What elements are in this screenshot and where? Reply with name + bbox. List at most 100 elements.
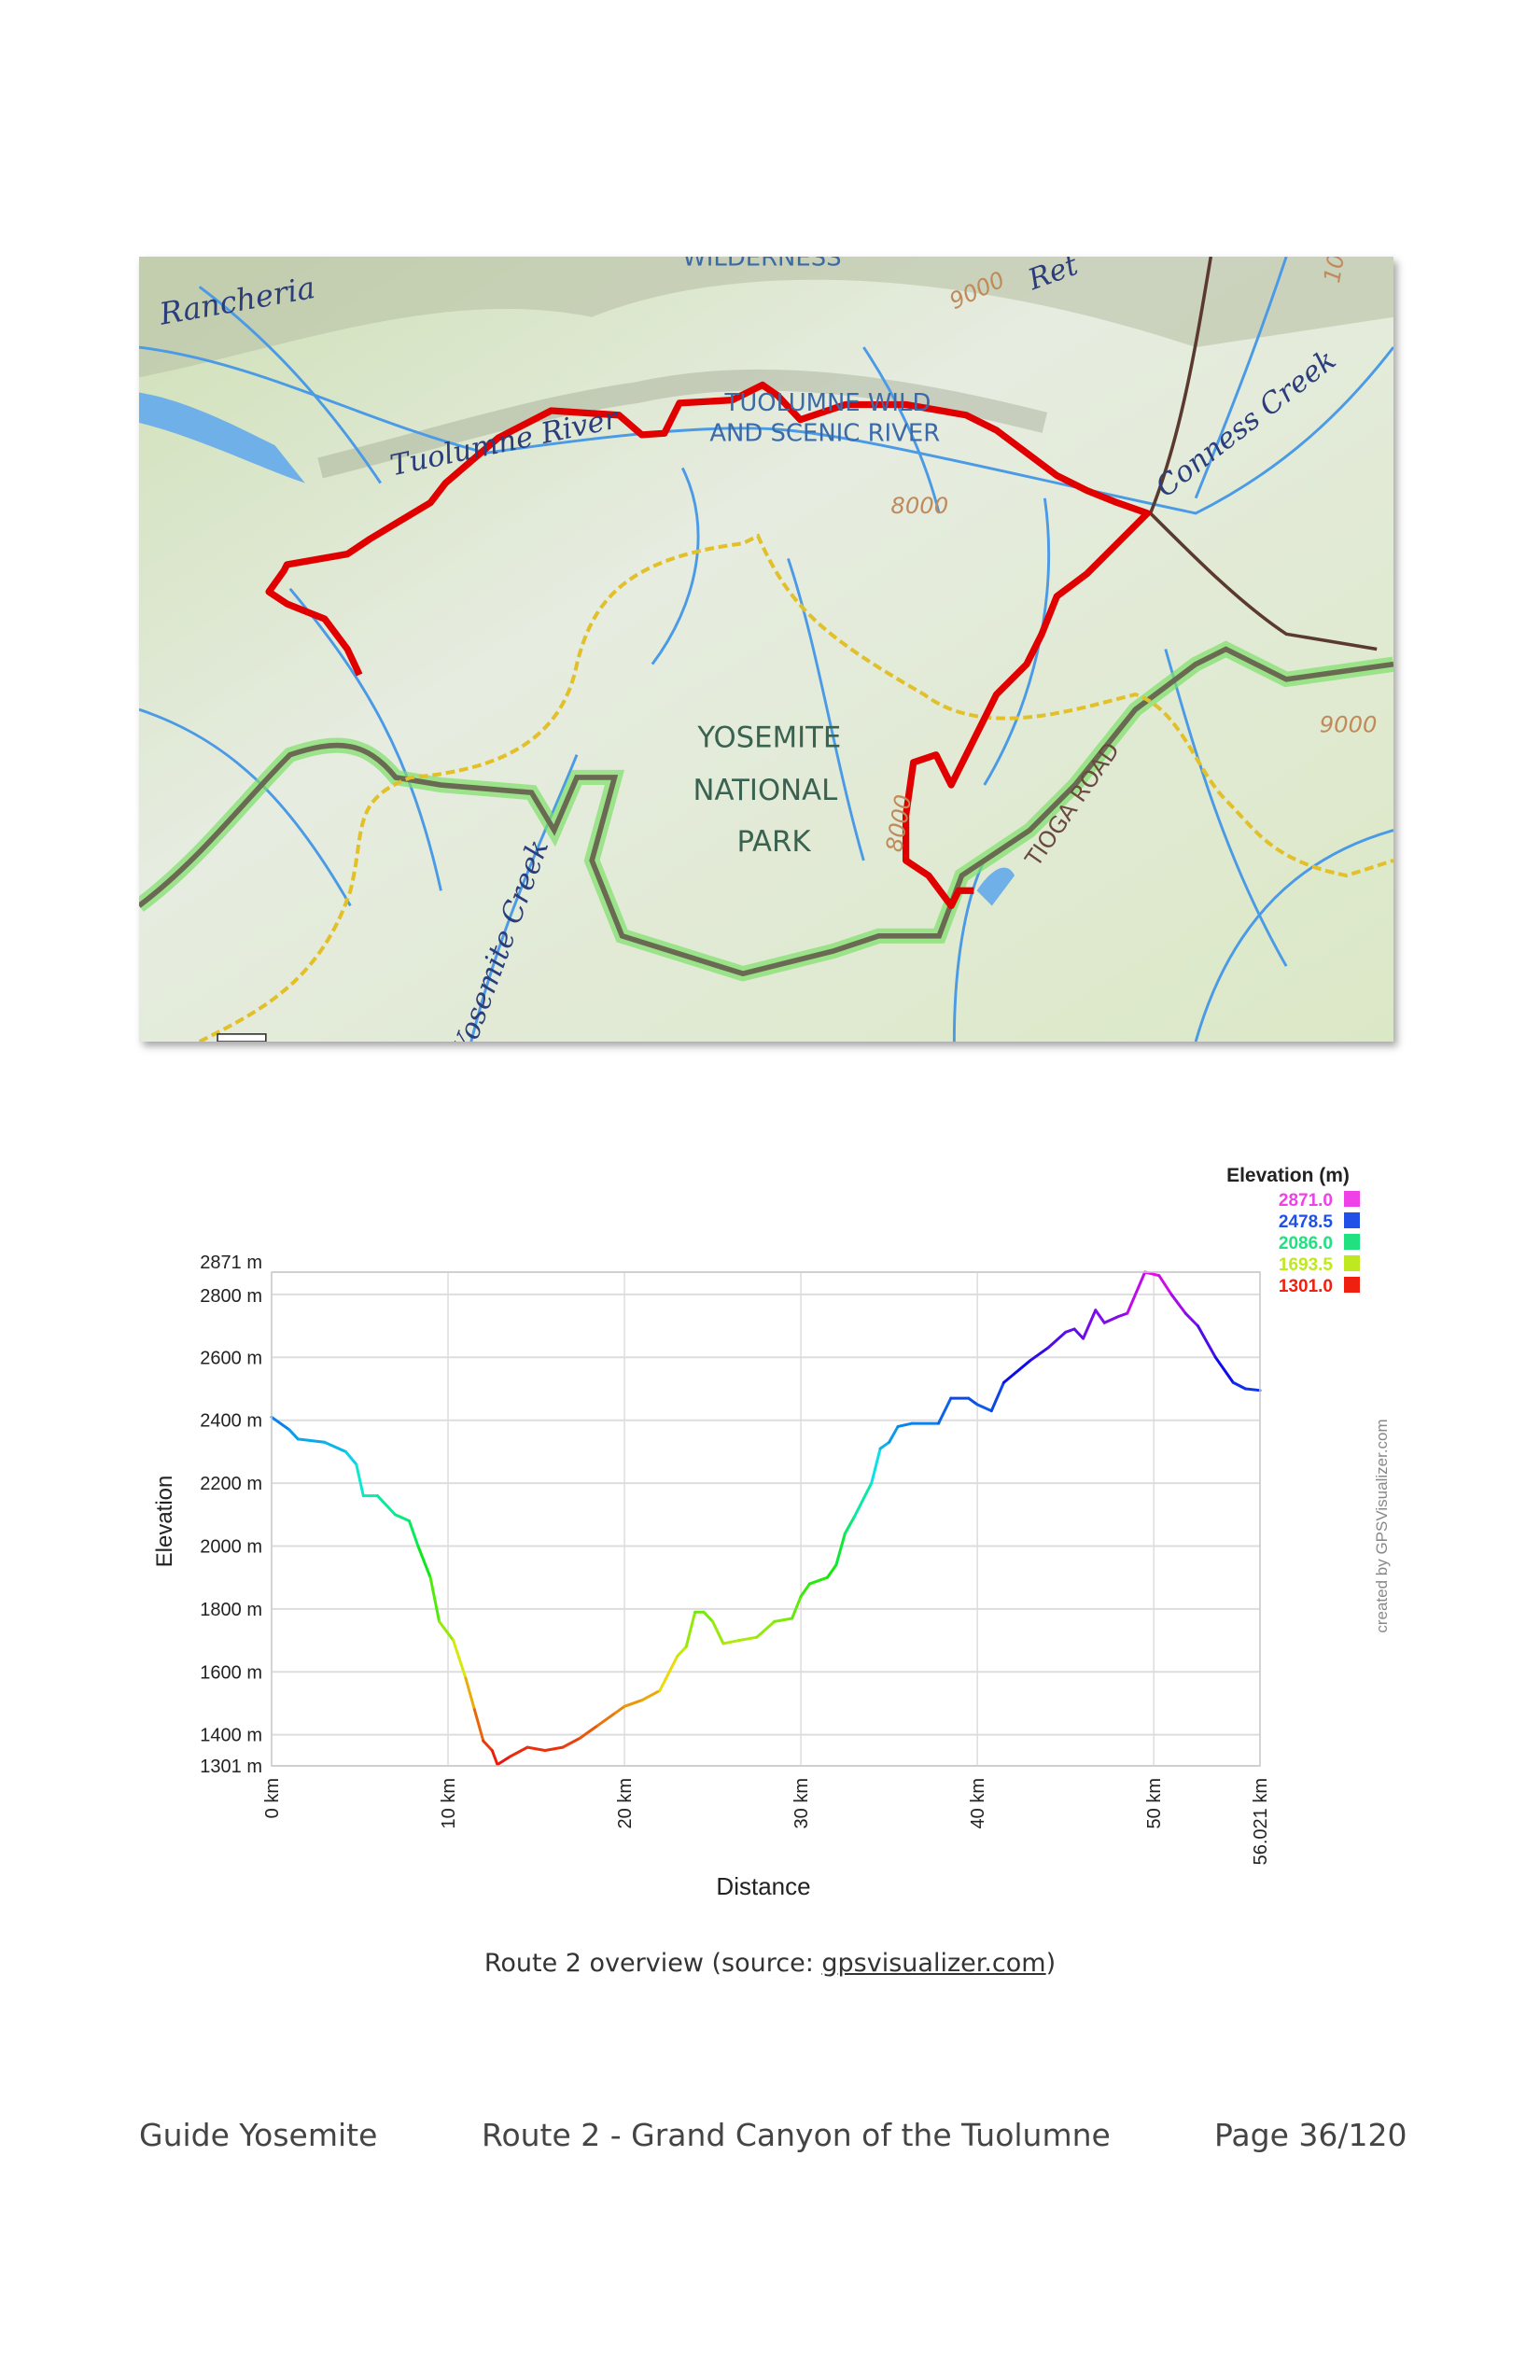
- label-wild-scenic-1: TUOLUMNE WILD: [724, 389, 931, 417]
- elevation-segment: [937, 1396, 953, 1425]
- legend-swatch: [1344, 1234, 1360, 1250]
- elevation-segment: [1231, 1380, 1247, 1391]
- legend-title: Elevation (m): [1226, 1165, 1350, 1186]
- caption-close: ): [1045, 1949, 1057, 1978]
- plot-frame: [271, 1271, 1261, 1767]
- elevation-segment: [1094, 1309, 1106, 1324]
- elevation-segment: [323, 1440, 347, 1453]
- elevation-segment: [296, 1437, 327, 1444]
- y-tick-label: 1400 m: [200, 1726, 262, 1746]
- elevation-segment: [614, 1704, 626, 1715]
- elevation-segment: [1082, 1309, 1098, 1340]
- caption-text: Route 2 overview (source:: [483, 1949, 822, 1978]
- elevation-segment: [561, 1736, 582, 1749]
- elevation-segment: [1243, 1387, 1262, 1393]
- legend-label: 1693.5: [1279, 1255, 1334, 1275]
- elevation-segment: [623, 1699, 644, 1708]
- contour-label: 10: [1318, 257, 1350, 285]
- x-tick-label: 30 km: [791, 1778, 812, 1828]
- elevation-segment: [1064, 1327, 1076, 1334]
- elevation-segment: [270, 1415, 291, 1432]
- elevation-segment: [1169, 1293, 1187, 1315]
- elevation-segment: [490, 1748, 499, 1767]
- y-tick-label: 1800 m: [200, 1600, 262, 1620]
- y-axis-label: Elevation: [152, 1476, 177, 1568]
- elevation-segment: [721, 1639, 741, 1645]
- figure-caption: Route 2 overview (source: gpsvisualizer.…: [0, 1949, 1540, 1978]
- elevation-segment: [1126, 1270, 1147, 1315]
- elevation-segment: [737, 1635, 759, 1643]
- elevation-segment: [1116, 1311, 1129, 1319]
- x-tick-label: 56.021 km: [1251, 1778, 1271, 1865]
- elevation-segment: [896, 1421, 914, 1428]
- elevation-segment: [1072, 1327, 1085, 1340]
- elevation-segment: [684, 1610, 697, 1648]
- elevation-segment: [658, 1654, 679, 1692]
- elevation-segment: [799, 1582, 812, 1598]
- elevation-segment: [496, 1755, 511, 1767]
- elevation-segment: [1213, 1355, 1235, 1384]
- label-park-3: PARK: [736, 825, 811, 859]
- footer-page-number: Page 36/120: [1214, 2117, 1407, 2153]
- elevation-segment: [878, 1440, 891, 1450]
- y-tick-label: 2871 m: [200, 1253, 262, 1273]
- elevation-segment: [702, 1610, 715, 1623]
- legend-label: 2086.0: [1279, 1234, 1333, 1253]
- y-tick-label: 2600 m: [200, 1348, 262, 1368]
- elevation-segment: [543, 1745, 565, 1752]
- elevation-segment: [676, 1645, 688, 1658]
- label-park-1: YOSEMITE: [696, 721, 841, 755]
- elevation-segment: [1183, 1311, 1199, 1328]
- y-tick-label: 2200 m: [200, 1474, 262, 1494]
- elevation-segment: [808, 1575, 829, 1586]
- elevation-segment: [525, 1745, 547, 1752]
- x-tick-label: 0 km: [262, 1778, 283, 1818]
- y-tick-label: 1600 m: [200, 1662, 262, 1683]
- elevation-segment: [393, 1513, 411, 1523]
- elevation-segment: [508, 1745, 529, 1758]
- contour-label: 8000: [890, 492, 948, 519]
- x-axis-label: Distance: [716, 1872, 810, 1900]
- y-tick-label: 2000 m: [200, 1536, 262, 1557]
- mountain-shading: [139, 257, 1393, 378]
- trail-dashed: [198, 533, 1393, 1042]
- source-link[interactable]: gpsvisualizer.com: [821, 1949, 1046, 1978]
- elevation-segment: [1046, 1330, 1068, 1350]
- elevation-segment: [711, 1619, 725, 1645]
- elevation-segment: [870, 1447, 882, 1485]
- elevation-segment: [355, 1463, 365, 1498]
- elevation-segment: [1029, 1346, 1050, 1363]
- legend-label: 1301.0: [1279, 1277, 1333, 1296]
- elevation-chart: 1301 m 1400 m 1600 m 1800 m 2000 m 2200 m 2400…: [152, 1165, 1391, 1900]
- legend-swatch: [1344, 1191, 1360, 1207]
- elevation-segment: [852, 1481, 874, 1519]
- contour-label: 9000: [1320, 710, 1378, 737]
- elevation-segment: [482, 1739, 494, 1752]
- elevation-segment: [834, 1532, 847, 1567]
- legend-swatch: [1344, 1255, 1360, 1271]
- legend-label: 2871.0: [1279, 1191, 1333, 1211]
- legend-swatch: [1344, 1212, 1360, 1228]
- y-tick-label: 1301 m: [200, 1757, 262, 1777]
- elevation-segment: [755, 1619, 777, 1639]
- route-line: [265, 381, 1152, 910]
- elevation-segment: [640, 1688, 662, 1702]
- label-wilderness: WILDERNESS: [682, 257, 841, 273]
- elevation-segment: [989, 1380, 1006, 1413]
- elevation-segment: [452, 1639, 468, 1680]
- label-park-2: NATIONAL: [693, 774, 838, 807]
- elevation-segment: [464, 1676, 476, 1712]
- elevation-segment: [1196, 1324, 1217, 1359]
- footer-guide-title: Guide Yosemite: [139, 2117, 378, 2153]
- elevation-segment: [407, 1519, 420, 1547]
- x-tick-label: 40 km: [968, 1778, 988, 1828]
- elevation-segment: [343, 1449, 358, 1466]
- route-map: Rancheria Tuolumne River Conness Creek Y…: [139, 257, 1393, 1042]
- elevation-segment: [428, 1575, 441, 1623]
- label-wild-scenic-2: AND SCENIC RIVER: [709, 419, 940, 447]
- elevation-segment: [375, 1494, 397, 1517]
- elevation-segment: [1102, 1315, 1120, 1324]
- elevation-segment: [1157, 1274, 1173, 1296]
- elevation-segment: [416, 1544, 432, 1579]
- elevation-segment: [287, 1428, 300, 1441]
